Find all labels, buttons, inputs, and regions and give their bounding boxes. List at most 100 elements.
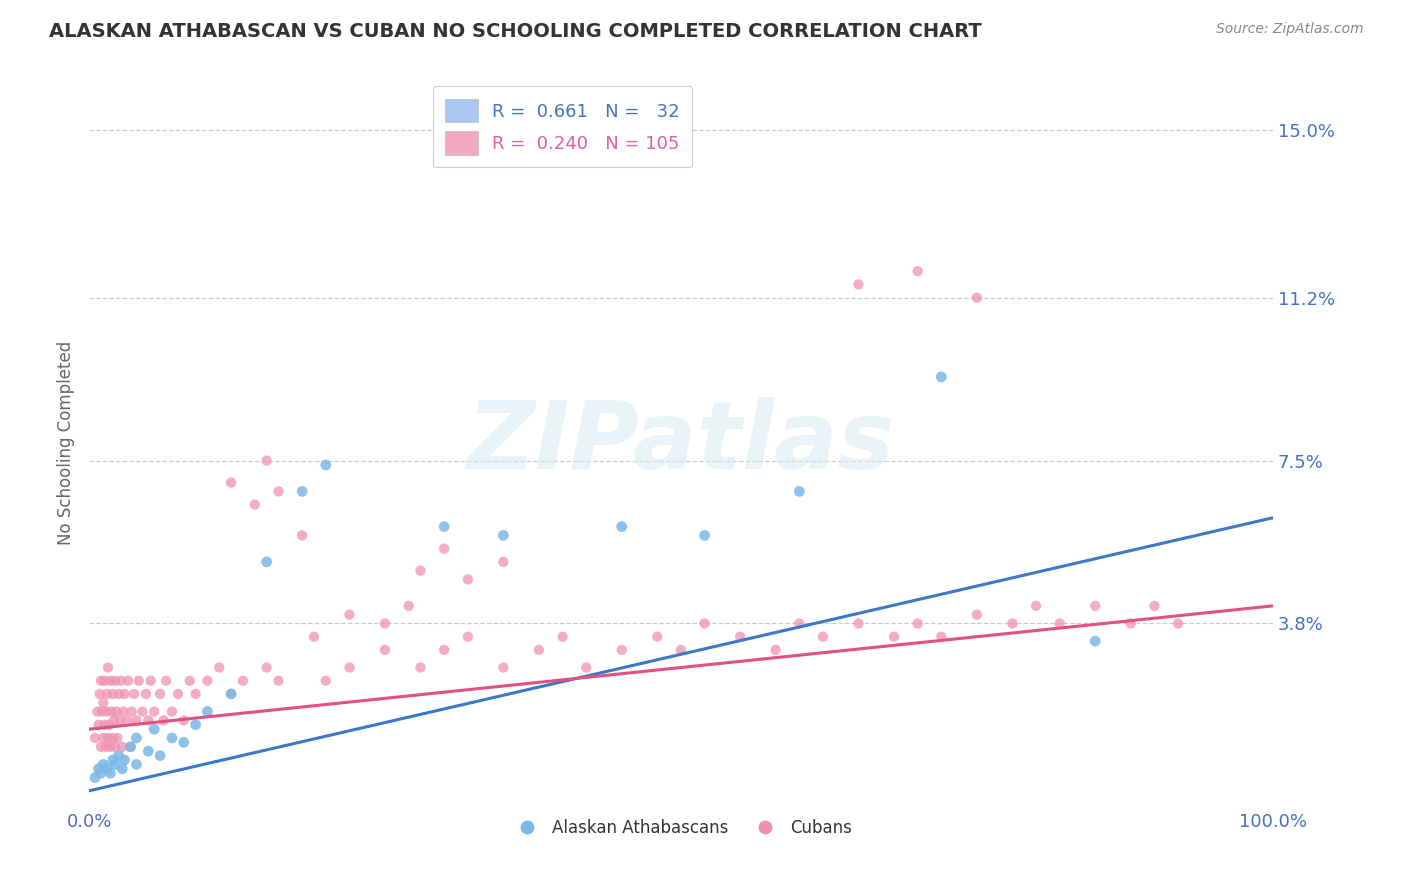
Point: [907, 616, 929, 631]
Point: [492, 528, 515, 542]
Point: [114, 753, 136, 767]
Point: [136, 714, 159, 728]
Point: [120, 739, 142, 754]
Point: [492, 555, 515, 569]
Point: [197, 673, 219, 688]
Text: ZIPatlas: ZIPatlas: [467, 397, 896, 489]
Point: [90, 766, 112, 780]
Point: [256, 555, 278, 569]
Point: [433, 519, 456, 533]
Point: [302, 630, 325, 644]
Point: [139, 673, 162, 688]
Point: [291, 528, 314, 542]
Text: ALASKAN ATHABASCAN VS CUBAN NO SCHOOLING COMPLETED CORRELATION CHART: ALASKAN ATHABASCAN VS CUBAN NO SCHOOLING…: [49, 22, 981, 41]
Point: [765, 643, 787, 657]
Point: [84, 771, 107, 785]
Point: [173, 714, 195, 728]
Point: [374, 643, 396, 657]
Point: [315, 673, 337, 688]
Point: [84, 731, 107, 745]
Point: [1001, 616, 1024, 631]
Point: [89, 687, 111, 701]
Point: [1084, 599, 1107, 613]
Point: [883, 630, 905, 644]
Point: [96, 687, 118, 701]
Point: [111, 762, 134, 776]
Point: [339, 660, 361, 674]
Text: Source: ZipAtlas.com: Source: ZipAtlas.com: [1216, 22, 1364, 37]
Point: [125, 714, 148, 728]
Point: [575, 660, 598, 674]
Point: [931, 370, 953, 384]
Point: [111, 739, 134, 754]
Point: [94, 739, 117, 754]
Point: [197, 705, 219, 719]
Point: [219, 687, 242, 701]
Point: [101, 687, 124, 701]
Point: [610, 519, 633, 533]
Point: [160, 705, 183, 719]
Point: [87, 718, 110, 732]
Point: [100, 673, 122, 688]
Point: [115, 714, 138, 728]
Point: [256, 660, 278, 674]
Point: [219, 687, 242, 701]
Point: [97, 731, 120, 745]
Point: [398, 599, 420, 613]
Point: [108, 714, 131, 728]
Legend: Alaskan Athabascans, Cubans: Alaskan Athabascans, Cubans: [503, 813, 859, 844]
Point: [100, 739, 122, 754]
Point: [93, 718, 115, 732]
Point: [91, 705, 114, 719]
Point: [433, 541, 456, 556]
Point: [267, 484, 290, 499]
Point: [110, 673, 132, 688]
Point: [339, 607, 361, 622]
Point: [91, 731, 114, 745]
Point: [787, 616, 810, 631]
Point: [166, 687, 188, 701]
Point: [90, 739, 112, 754]
Point: [907, 264, 929, 278]
Point: [112, 705, 135, 719]
Point: [107, 748, 129, 763]
Point: [149, 748, 172, 763]
Point: [693, 616, 716, 631]
Point: [103, 714, 125, 728]
Point: [219, 475, 242, 490]
Point: [100, 766, 122, 780]
Point: [104, 673, 127, 688]
Point: [1049, 616, 1071, 631]
Point: [848, 277, 870, 292]
Point: [98, 718, 121, 732]
Point: [315, 458, 337, 472]
Point: [1025, 599, 1047, 613]
Point: [208, 660, 231, 674]
Point: [90, 673, 112, 688]
Point: [100, 705, 122, 719]
Point: [728, 630, 751, 644]
Point: [96, 762, 118, 776]
Point: [105, 705, 128, 719]
Point: [121, 705, 143, 719]
Point: [433, 643, 456, 657]
Point: [122, 687, 145, 701]
Point: [256, 453, 278, 467]
Point: [492, 660, 515, 674]
Point: [87, 762, 110, 776]
Point: [104, 739, 127, 754]
Point: [1167, 616, 1189, 631]
Point: [91, 696, 114, 710]
Point: [152, 714, 174, 728]
Point: [693, 528, 716, 542]
Point: [97, 660, 120, 674]
Point: [811, 630, 834, 644]
Point: [1143, 599, 1166, 613]
Point: [173, 735, 195, 749]
Point: [107, 731, 129, 745]
Point: [374, 616, 396, 631]
Point: [243, 498, 266, 512]
Point: [155, 673, 177, 688]
Point: [267, 673, 290, 688]
Point: [551, 630, 574, 644]
